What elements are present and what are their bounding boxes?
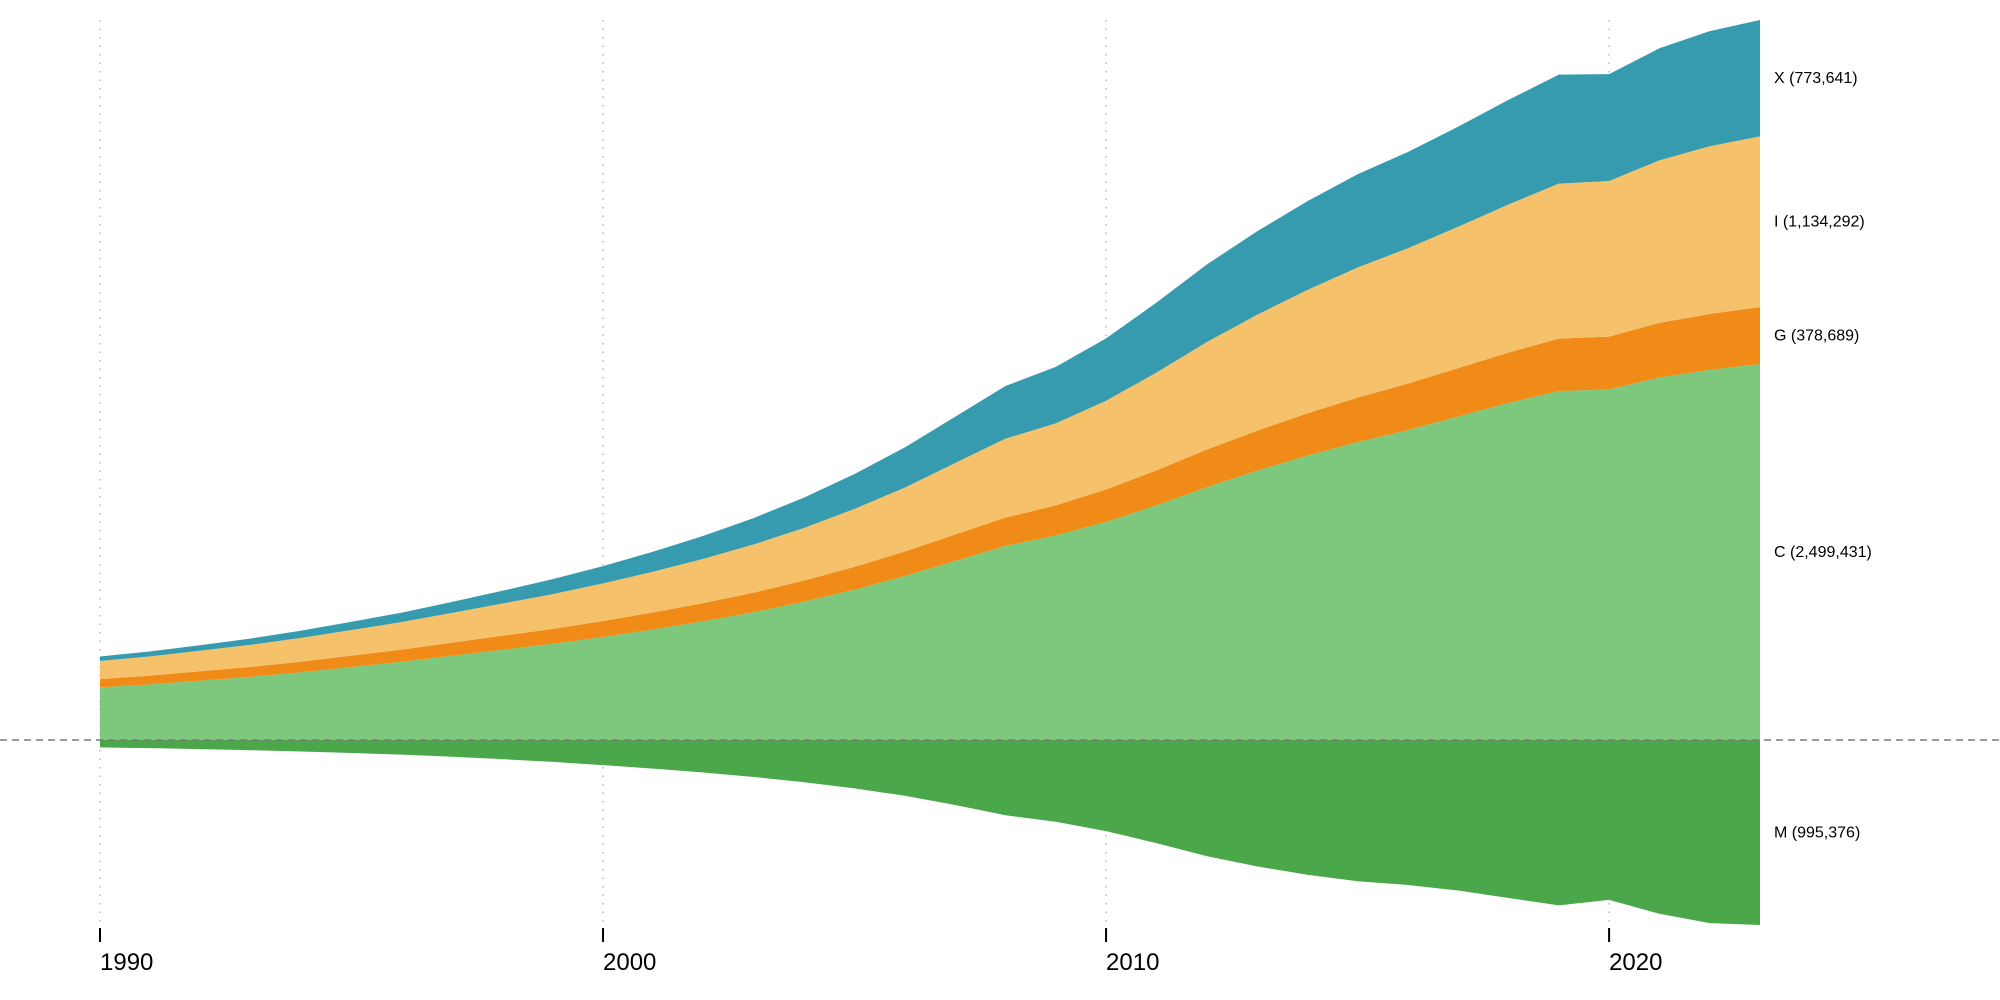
- area-M: [100, 740, 1760, 925]
- x-axis-label: 2010: [1106, 949, 1159, 976]
- series-label-I: I (1,134,292): [1774, 214, 1865, 231]
- series-label-C: C (2,499,431): [1774, 544, 1872, 561]
- series-label-X: X (773,641): [1774, 70, 1858, 87]
- stacked-area-chart: 1990 2000 2010 2020 C (2,499,431) G (378,689)…: [0, 0, 2000, 1000]
- x-axis-label: 1990: [100, 949, 153, 976]
- x-axis-label: 2000: [603, 949, 656, 976]
- series-label-G: G (378,689): [1774, 328, 1859, 345]
- x-axis-label: 2020: [1609, 949, 1662, 976]
- series-label-M: M (995,376): [1774, 825, 1860, 842]
